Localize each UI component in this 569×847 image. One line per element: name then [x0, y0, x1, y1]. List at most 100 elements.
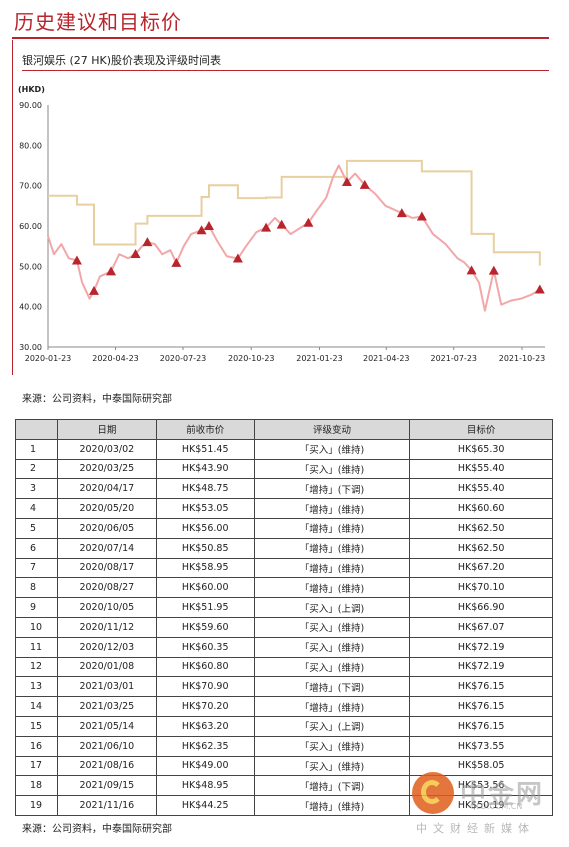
rating-history-table: 日期 前收市价 评级变动 目标价 1 2020/03/02 HK$51.45 「买入」(维持… [15, 419, 553, 816]
row-index: 11 [15, 636, 58, 658]
table-row: 4 2020/05/20 HK$53.05 「增持」(维持) HK$60.60 [15, 498, 553, 519]
prev-close-cell: HK$51.45 [155, 438, 255, 460]
rating-marker [203, 221, 214, 230]
date-cell: 2020/07/14 [56, 537, 157, 559]
date-cell: 2021/03/01 [56, 676, 157, 698]
chart-title-rule [22, 70, 549, 71]
target-price-cell: HK$55.40 [409, 458, 553, 480]
date-cell: 2020/04/17 [56, 478, 157, 500]
date-cell: 2020/08/17 [56, 557, 157, 579]
date-cell: 2020/03/02 [56, 438, 157, 460]
prev-close-cell: HK$51.95 [155, 597, 255, 618]
x-tick-label: 2020-04-23 [92, 354, 139, 363]
row-index: 13 [15, 676, 58, 698]
y-tick-label: 30.00 [19, 343, 42, 352]
target-price-cell: HK$72.19 [409, 656, 553, 678]
x-tick-label: 2021-01-23 [296, 354, 343, 363]
rating-marker [416, 211, 427, 221]
rating-change-cell: 「买入」(维持) [253, 616, 411, 638]
prev-close-cell: HK$70.20 [155, 696, 255, 717]
table-row: 5 2020/06/05 HK$56.00 「增持」(维持) HK$62.50 [15, 517, 553, 539]
rating-marker [396, 208, 407, 218]
chart-title: 银河娱乐 (27 HK)股价表现及评级时间表 [22, 54, 222, 67]
chart-axes: 90.00 80.00 70.00 60.00 50.00 40.00 30.00 2020-… [19, 101, 545, 363]
rating-change-cell: 「增持」(维持) [253, 498, 411, 519]
rating-marker [534, 284, 545, 294]
date-cell: 2020/08/27 [56, 577, 157, 599]
table-row: 7 2020/08/17 HK$58.95 「增持」(维持) HK$67.20 [15, 557, 553, 579]
rating-change-cell: 「增持」(维持) [253, 537, 411, 559]
date-cell: 2021/05/14 [56, 715, 157, 737]
prev-close-cell: HK$48.75 [155, 478, 255, 500]
rating-change-cell: 「买入」(上调) [253, 715, 411, 737]
target-price-cell: HK$62.50 [409, 517, 553, 539]
rating-change-cell: 「买入」(维持) [253, 735, 411, 757]
table-header-cell [15, 419, 58, 440]
table-body: 1 2020/03/02 HK$51.45 「买入」(维持) HK$65.30 2 2020… [15, 438, 553, 816]
rating-change-cell: 「买入」(维持) [253, 755, 411, 777]
date-cell: 2021/06/10 [56, 735, 157, 757]
price-chart: (HKD) 90.00 80.00 70.00 60.00 50.00 40.00 30.0… [18, 85, 545, 363]
rating-change-cell: 「增持」(维持) [253, 696, 411, 717]
target-price-cell: HK$65.30 [409, 438, 553, 460]
rating-marker [232, 253, 243, 263]
row-index: 15 [15, 715, 58, 737]
rating-marker [106, 266, 117, 276]
row-index: 4 [15, 498, 58, 519]
row-index: 17 [15, 755, 58, 777]
page-title: 历史建议和目标价 [14, 10, 182, 34]
rating-marker [341, 177, 352, 187]
target-price-cell: HK$72.19 [409, 636, 553, 658]
table-header-cell: 日期 [56, 419, 157, 440]
table-row: 8 2020/08/27 HK$60.00 「增持」(维持) HK$70.10 [15, 577, 553, 599]
x-tick-label: 2021-10-23 [499, 354, 546, 363]
prev-close-cell: HK$63.20 [155, 715, 255, 737]
table-header-cell: 前收市价 [155, 419, 255, 440]
row-index: 10 [15, 616, 58, 638]
prev-close-cell: HK$56.00 [155, 517, 255, 539]
target-price-series [48, 159, 541, 266]
rating-marker [359, 179, 370, 189]
target-price-cell: HK$55.40 [409, 478, 553, 500]
watermark-name: 中金网 [460, 780, 545, 810]
x-tick-label: 2021-07-23 [431, 354, 478, 363]
target-price-cell: HK$76.15 [409, 696, 553, 717]
date-cell: 2020/06/05 [56, 517, 157, 539]
prev-close-cell: HK$53.05 [155, 498, 255, 519]
rating-change-cell: 「增持」(维持) [253, 557, 411, 579]
rating-change-cell: 「增持」(维持) [253, 517, 411, 539]
prev-close-cell: HK$48.95 [155, 775, 255, 797]
target-price-cell: HK$73.55 [409, 735, 553, 757]
rating-marker [88, 285, 99, 295]
date-cell: 2020/12/03 [56, 636, 157, 658]
y-tick-label: 40.00 [19, 303, 42, 312]
rating-marker [71, 255, 82, 265]
target-price-cell: HK$66.90 [409, 597, 553, 618]
rating-change-cell: 「买入」(维持) [253, 656, 411, 678]
chart-source: 来源：公司资料，中泰国际研究部 [22, 394, 172, 405]
row-index: 12 [15, 656, 58, 678]
row-index: 7 [15, 557, 58, 579]
watermark-logo-icon [412, 772, 454, 814]
row-index: 14 [15, 696, 58, 717]
rating-change-cell: 「买入」(维持) [253, 636, 411, 658]
row-index: 3 [15, 478, 58, 500]
watermark-url: OLD.COM.CN [470, 802, 523, 811]
target-price-cell: HK$67.20 [409, 557, 553, 579]
target-price-cell: HK$62.50 [409, 537, 553, 559]
x-tick-label: 2020-01-23 [25, 354, 72, 363]
rating-change-cell: 「买入」(上调) [253, 597, 411, 618]
row-index: 9 [15, 597, 58, 618]
target-price-cell: HK$60.60 [409, 498, 553, 519]
x-tick-label: 2020-07-23 [160, 354, 207, 363]
rating-change-cell: 「买入」(维持) [253, 438, 411, 460]
row-index: 6 [15, 537, 58, 559]
rating-change-cell: 「增持」(下调) [253, 676, 411, 698]
table-row: 11 2020/12/03 HK$60.35 「买入」(维持) HK$72.19 [15, 636, 553, 658]
share-price-line [47, 164, 541, 312]
date-cell: 2020/03/25 [56, 458, 157, 480]
y-tick-label: 80.00 [19, 141, 42, 150]
rating-marker [171, 257, 182, 267]
table-row: 1 2020/03/02 HK$51.45 「买入」(维持) HK$65.30 [15, 438, 553, 460]
y-tick-label: 90.00 [19, 101, 42, 110]
